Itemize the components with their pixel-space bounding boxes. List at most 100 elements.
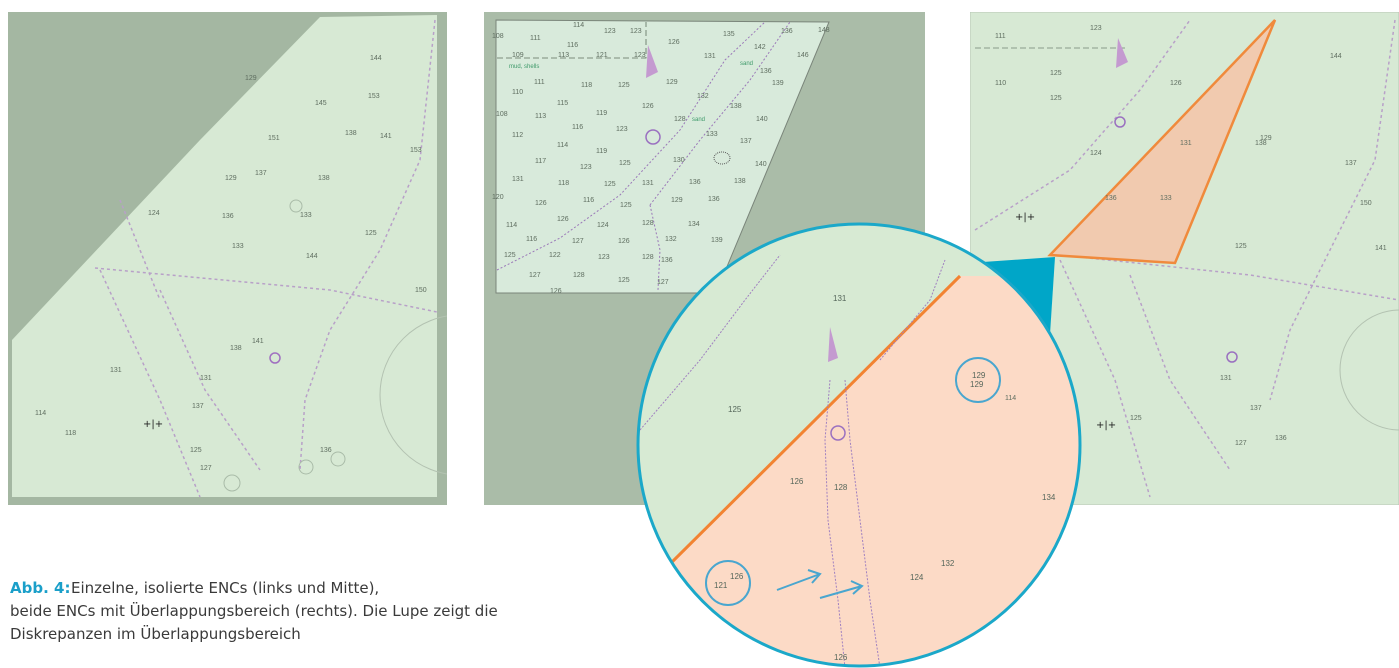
sounding: 132: [697, 93, 709, 100]
sounding: 136: [708, 196, 720, 203]
sounding: 108: [496, 111, 508, 118]
caption-line: Einzelne, isolierte ENCs (links und Mitt…: [71, 579, 379, 597]
sounding: 116: [567, 42, 578, 49]
sounding: 126: [1170, 80, 1182, 87]
sounding: 127: [1235, 440, 1247, 447]
sounding: 126: [535, 200, 547, 207]
wreck-symbol: +|+: [1096, 420, 1116, 431]
sounding: 131: [512, 176, 524, 183]
sounding: 139: [711, 237, 723, 244]
sounding: 112: [512, 132, 523, 139]
sounding: 110: [512, 89, 523, 96]
symbol: [223, 474, 241, 492]
sounding: 118: [581, 82, 592, 89]
sounding: 133: [706, 131, 718, 138]
sounding: 138: [734, 178, 746, 185]
chart-area: [12, 15, 437, 497]
symbol: [830, 425, 846, 441]
sounding: 125: [1050, 95, 1062, 102]
sounding: 144: [306, 253, 318, 260]
overlap-area: [638, 276, 1080, 666]
sounding: 129: [671, 197, 683, 204]
sounding: 116: [572, 124, 583, 131]
symbol: [330, 451, 346, 467]
sounding: 110: [995, 80, 1006, 87]
sounding: 142: [754, 44, 766, 51]
boundaries: [639, 254, 946, 666]
sounding: 126: [550, 288, 562, 295]
sounding: 145: [315, 100, 327, 107]
middle-soundings: 114 123 123 126 135 136 148 111 116 142 109 113 121 1…: [492, 22, 830, 295]
overlap-border: [666, 274, 962, 568]
sounding: 131: [200, 375, 212, 382]
sounding: 126: [790, 477, 804, 486]
sounding: 113: [535, 113, 546, 120]
sounding: 114: [557, 142, 568, 149]
sounding: 129: [666, 79, 678, 86]
sounding: 111: [530, 35, 541, 42]
sounding: 137: [192, 403, 204, 410]
sounding: 127: [572, 238, 584, 245]
sounding: 139: [772, 80, 784, 87]
sounding: 125: [619, 160, 631, 167]
magnifier: [636, 222, 1082, 668]
sounding: 127: [200, 465, 212, 472]
sounding: 114: [35, 410, 46, 417]
sounding: 115: [557, 100, 568, 107]
wreck-symbol: +|+: [143, 419, 163, 430]
sounding: 134: [688, 221, 700, 228]
sounding: 136: [320, 447, 332, 454]
sounding: 116: [526, 236, 537, 243]
sounding: 128: [642, 254, 654, 261]
sounding: 111: [534, 79, 545, 86]
sounding: 138: [1255, 140, 1267, 147]
symbol: [269, 352, 281, 364]
highlight-circle: [705, 560, 751, 606]
boundaries: [94, 19, 438, 498]
sounding: 128: [573, 272, 585, 279]
sounding: 137: [255, 170, 267, 177]
sounding: 125: [618, 82, 630, 89]
sounding: 130: [673, 157, 685, 164]
sounding: 125: [620, 202, 632, 209]
flag-symbol: [1116, 38, 1128, 68]
sounding: 136: [661, 257, 673, 264]
sounding: 131: [704, 53, 716, 60]
sounding: 114: [1005, 395, 1016, 402]
sounding: 126: [618, 238, 630, 245]
arrows: [776, 569, 864, 599]
sounding: 138: [730, 103, 742, 110]
sounding: 125: [604, 181, 616, 188]
sounding: 131: [1220, 375, 1232, 382]
sounding: 133: [232, 243, 244, 250]
range-circle: [379, 315, 447, 475]
wreck-symbol: +|+: [1015, 212, 1035, 223]
sounding: 134: [1042, 493, 1056, 502]
sounding: 125: [504, 252, 516, 259]
seabed-label: sand: [740, 61, 753, 67]
symbol: [645, 129, 661, 145]
sounding: 137: [740, 138, 752, 145]
sounding: 119: [596, 148, 607, 155]
sounding: 136: [222, 213, 234, 220]
sounding: 123: [1090, 25, 1102, 32]
symbol: [289, 199, 303, 213]
sounding: 126: [730, 572, 744, 581]
sounding: 128: [674, 116, 686, 123]
sounding: 132: [941, 559, 955, 568]
sounding: 146: [797, 52, 809, 59]
sounding: 113: [558, 52, 569, 59]
sounding: 129: [245, 75, 257, 82]
sounding: 125: [1235, 243, 1247, 250]
sounding: 138: [345, 130, 357, 137]
sounding: 125: [1130, 415, 1142, 422]
sounding: 133: [1160, 195, 1172, 202]
sounding: 125: [728, 405, 742, 414]
sounding: 131: [1180, 140, 1192, 147]
boundaries: [974, 19, 1399, 498]
sounding: 124: [910, 573, 924, 582]
sounding: 131: [110, 367, 122, 374]
